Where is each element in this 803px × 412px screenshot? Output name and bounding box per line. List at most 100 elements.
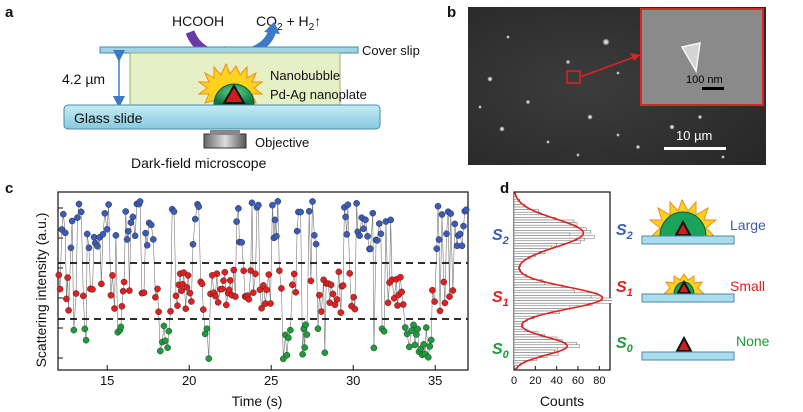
trace-point <box>94 243 101 250</box>
histogram-bar <box>513 284 564 288</box>
trace-point <box>436 307 444 315</box>
large-slide <box>641 235 735 245</box>
trace-point <box>293 227 301 235</box>
trace-point <box>287 326 294 334</box>
trace-point <box>410 321 417 329</box>
trace-point <box>232 293 239 300</box>
nanobubble-label: Nanobubble <box>270 68 340 83</box>
trace-point <box>309 198 316 205</box>
trace-point <box>80 292 87 300</box>
trace-xlabel: Time (s) <box>232 393 283 409</box>
height-label: 4.2 µm <box>62 71 105 87</box>
histogram-bar <box>513 282 546 286</box>
trace-point <box>265 271 273 278</box>
trace-point <box>107 292 115 299</box>
trace-point <box>120 278 128 286</box>
trace-point <box>441 299 449 307</box>
trace-point <box>143 242 151 249</box>
trace-point <box>260 282 267 289</box>
inset-scale-bar <box>702 87 724 90</box>
main-scale-bar <box>664 147 726 150</box>
trace-point <box>405 343 413 351</box>
histogram-fit-curve <box>514 191 604 371</box>
trace-point <box>299 350 306 358</box>
trace-point <box>117 323 125 331</box>
trace-point <box>440 278 448 286</box>
panel-a-schematic: HCOOH CO2 + H2↑ Cover slip 4.2 µm Glass … <box>62 13 420 171</box>
trace-point <box>162 337 169 345</box>
trace-point <box>333 296 341 303</box>
state-s1-label: Small <box>730 278 765 294</box>
trace-point <box>401 324 409 331</box>
nanoplate-label: Pd-Ag nanoplate <box>270 87 367 102</box>
trace-point <box>384 299 392 307</box>
trace-point <box>301 344 309 351</box>
trace-xtick-label: 20 <box>182 373 196 388</box>
trace-point <box>174 302 181 309</box>
trace-point <box>289 281 296 289</box>
trace-point <box>70 326 78 334</box>
trace-point <box>99 231 107 238</box>
trace-point <box>230 266 238 274</box>
panel-letter-a: a <box>5 4 14 21</box>
main-scale-label: 10 µm <box>676 128 712 143</box>
trace-point <box>112 232 120 239</box>
trace-point <box>426 343 434 350</box>
trace-point <box>183 284 191 291</box>
trace-point <box>119 287 127 295</box>
trace-point <box>219 285 226 293</box>
trace-point <box>90 233 98 241</box>
trace-point <box>152 294 159 301</box>
trace-xtick-label: 30 <box>346 373 360 388</box>
trace-point <box>63 295 70 303</box>
trace-point <box>397 273 404 281</box>
trace-point <box>247 267 254 274</box>
trace-point <box>456 230 464 238</box>
trace-point <box>205 355 213 362</box>
histogram-bar <box>513 266 519 270</box>
histogram-bar <box>513 297 612 301</box>
trace-point <box>422 324 430 331</box>
trace-point <box>350 293 358 301</box>
trace-point <box>127 219 135 226</box>
trace-point <box>82 336 90 344</box>
trace-point <box>56 285 64 293</box>
trace-point <box>318 308 325 315</box>
trace-point <box>344 201 352 209</box>
trace-point <box>274 198 282 205</box>
trace-point <box>123 236 131 243</box>
trace-point <box>238 239 245 246</box>
histogram-bar <box>513 230 592 234</box>
trace-point <box>55 271 63 279</box>
trace-point <box>149 236 157 243</box>
small-nanoplate-icon <box>676 279 692 294</box>
trace-point <box>136 198 144 205</box>
trace-point <box>126 287 133 294</box>
trace-point <box>189 241 197 248</box>
trace-point <box>413 331 420 338</box>
histogram-bar <box>513 349 555 353</box>
trace-point <box>147 221 155 229</box>
trace-point <box>390 295 398 302</box>
trace-point <box>98 280 105 288</box>
none-nanoplate-icon <box>675 335 693 352</box>
cover-slip-label: Cover slip <box>362 43 420 58</box>
trace-point <box>414 325 421 333</box>
trace-point <box>140 289 148 296</box>
trace-point <box>303 331 311 338</box>
trace-point <box>118 303 126 310</box>
trace-point <box>380 327 388 335</box>
objective-label: Objective <box>255 135 309 150</box>
histogram-bar <box>513 344 580 348</box>
trace-point <box>438 211 446 218</box>
trace-point <box>346 270 354 277</box>
histogram-bar <box>513 224 575 229</box>
large-nanoplate-icon <box>674 219 692 236</box>
state-s0-symbol: S0 <box>616 335 634 355</box>
trace-point <box>364 233 371 240</box>
trace-point <box>233 218 240 225</box>
trace-point <box>433 245 441 252</box>
trace-point <box>103 226 111 233</box>
trace-point <box>184 272 192 279</box>
histogram-bar <box>513 328 526 333</box>
